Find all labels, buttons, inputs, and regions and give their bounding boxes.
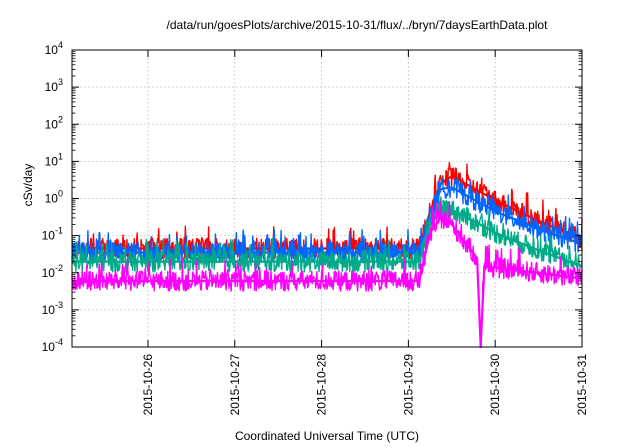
y-tick-label: 100: [45, 189, 63, 206]
y-tick-label: 101: [45, 151, 63, 168]
y-tick-label: 10-4: [42, 337, 63, 354]
x-axis: 2015-10-26 2015-10-27 2015-10-28 2015-10-29…: [141, 50, 589, 415]
series-trend-3: [72, 205, 583, 268]
series-layer: [71, 162, 583, 349]
y-tick-label: 10-2: [42, 263, 63, 280]
y-tick-label: 10-3: [42, 300, 63, 317]
y-tick-label: 102: [45, 114, 63, 131]
x-tick-label: 2015-10-29: [401, 354, 415, 416]
series-trend-4: [72, 216, 583, 349]
y-tick-label: 103: [45, 77, 63, 94]
series-line-3: [71, 196, 583, 273]
x-tick-label: 2015-10-30: [488, 354, 502, 416]
y-axis: 10-4 10-3 10-2 10-1 100 101 102 103 104: [42, 40, 582, 354]
y-tick-label: 104: [45, 40, 63, 57]
x-tick-label: 2015-10-27: [228, 354, 242, 416]
series-line-4: [71, 200, 583, 348]
grid: [72, 50, 582, 347]
chart-title: /data/run/goesPlots/archive/2015-10-31/f…: [167, 18, 549, 32]
x-tick-label: 2015-10-26: [141, 354, 155, 416]
y-axis-label: cSv/day: [21, 164, 35, 207]
x-tick-label: 2015-10-28: [315, 354, 329, 416]
x-tick-label: 2015-10-31: [575, 354, 589, 416]
y-tick-label: 10-1: [42, 226, 63, 243]
x-axis-label: Coordinated Universal Time (UTC): [235, 429, 419, 443]
